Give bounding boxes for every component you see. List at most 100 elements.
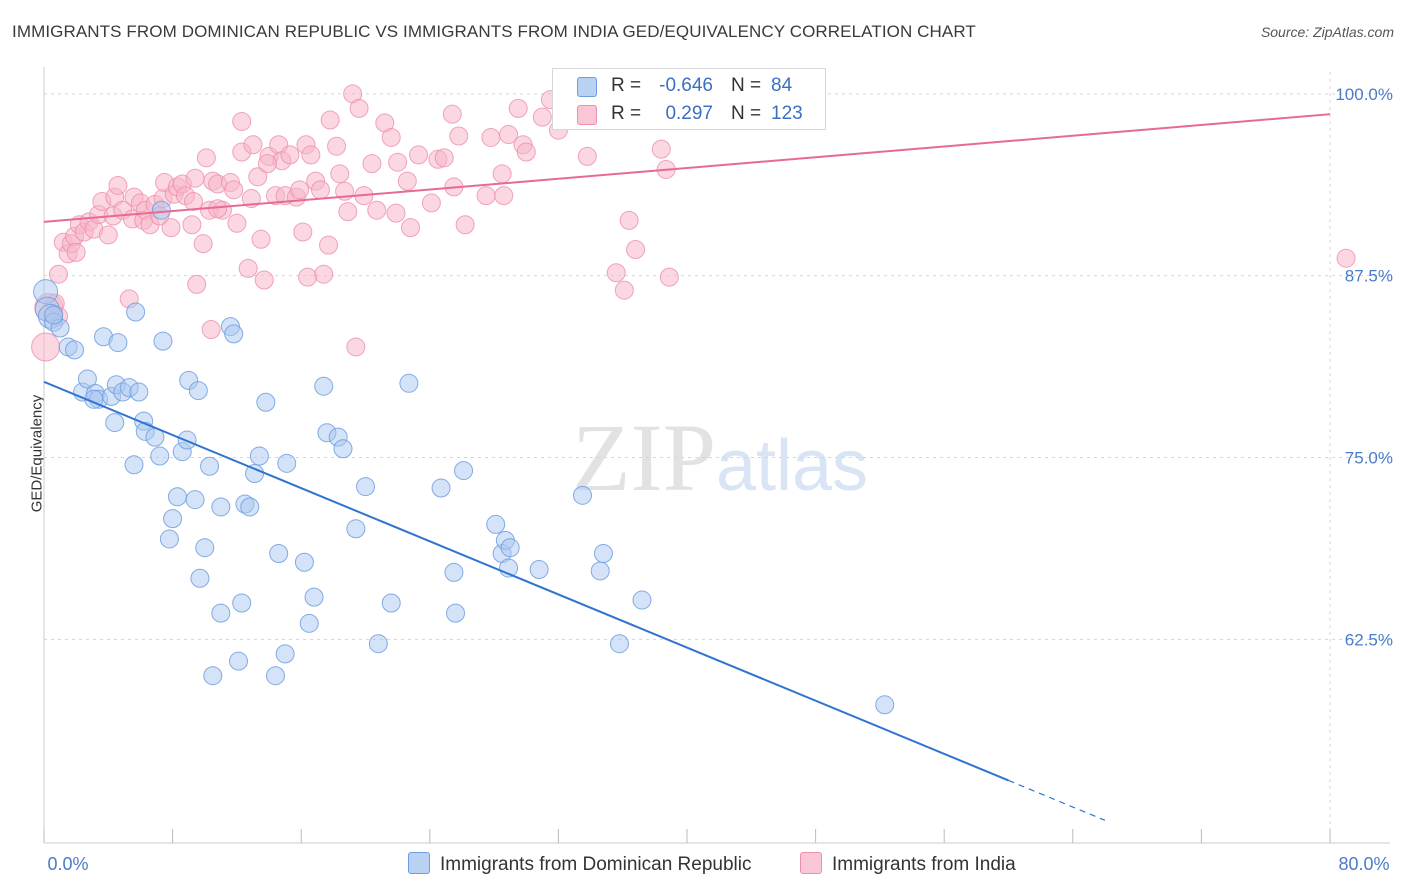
data-point-dominican [129, 382, 149, 402]
x-tick-label: 0.0% [47, 854, 88, 874]
data-point-india [232, 111, 252, 131]
data-point-india [290, 180, 310, 200]
data-point-dominican [875, 695, 895, 715]
data-point-dominican [573, 485, 593, 505]
y-tick-label: 100.0% [1335, 85, 1393, 104]
data-point-india [476, 186, 496, 206]
data-point-india [108, 175, 128, 195]
series-india-points [31, 84, 1356, 362]
axes [43, 67, 1390, 844]
data-point-dominican [269, 544, 289, 564]
data-point-india [66, 242, 86, 262]
data-point-india [386, 203, 406, 223]
data-point-dominican [275, 644, 295, 664]
data-point-dominican [593, 544, 613, 564]
legend-n-value: 84 [771, 75, 793, 96]
data-point-india [298, 267, 318, 287]
y-tick-label: 87.5% [1345, 267, 1393, 286]
data-point-dominican [277, 453, 297, 473]
legend-r-value: -0.646 [659, 75, 713, 96]
tick-labels: 62.5% 75.0% 87.5% 100.0% 0.0% 80.0% [47, 85, 1393, 874]
data-point-dominican [185, 490, 205, 510]
data-point-india [346, 337, 366, 357]
data-point-dominican [333, 439, 353, 459]
legend-row-india: R = 0.297 N = 123 [553, 101, 823, 127]
data-point-dominican [190, 568, 210, 588]
data-point-dominican [299, 613, 319, 633]
data-point-dominican [77, 369, 97, 389]
data-point-india [397, 171, 417, 191]
correlation-legend: R = -0.646 N = 84 R = 0.297 N = 123 [552, 68, 826, 130]
data-point-dominican [265, 666, 285, 686]
data-point-india [183, 191, 203, 211]
data-point-india [381, 127, 401, 147]
legend-n-value: 123 [771, 103, 803, 124]
data-point-dominican [500, 538, 520, 558]
data-point-india [401, 218, 421, 238]
data-point-dominican [105, 413, 125, 433]
data-point-india [310, 180, 330, 200]
data-point-india [659, 267, 679, 287]
x-tick-label: 80.0% [1338, 854, 1389, 874]
data-point-dominican [368, 634, 388, 654]
data-point-dominican [304, 587, 324, 607]
data-point-india [31, 332, 61, 362]
data-point-india [182, 215, 202, 235]
data-point-india [314, 264, 334, 284]
data-point-dominican [314, 376, 334, 396]
data-point-india [193, 234, 213, 254]
data-point-india [227, 213, 247, 233]
data-point-india [201, 319, 221, 339]
data-point-india [301, 145, 321, 165]
y-tick-label: 62.5% [1345, 630, 1393, 649]
data-point-india [251, 229, 271, 249]
legend-n-label: N = [731, 103, 762, 124]
watermark: ZIPatlas [572, 404, 868, 511]
data-point-dominican [454, 461, 474, 481]
legend-row-dominican: R = -0.646 N = 84 [553, 73, 823, 99]
data-point-india [338, 202, 358, 222]
data-point-dominican [203, 666, 223, 686]
data-point-india [421, 193, 441, 213]
data-point-india [254, 270, 274, 290]
data-point-dominican [163, 509, 183, 529]
data-point-dominican [294, 552, 314, 572]
data-point-india [449, 126, 469, 146]
data-point-india [362, 154, 382, 174]
data-point-india [442, 104, 462, 124]
data-point-india [409, 145, 429, 165]
chart-title: IMMIGRANTS FROM DOMINICAN REPUBLIC VS IM… [12, 22, 976, 41]
data-point-india [257, 154, 277, 174]
data-point-dominican [529, 560, 549, 580]
data-point-dominican [256, 392, 276, 412]
data-point-india [516, 142, 536, 162]
data-point-dominican [229, 651, 249, 671]
legend-r-label: R = [611, 103, 642, 124]
data-point-india [508, 98, 528, 118]
legend-item-india: Immigrants from India [800, 852, 1016, 876]
legend-r-label: R = [611, 75, 642, 96]
legend-label-india: Immigrants from India [832, 854, 1016, 875]
data-point-dominican [486, 514, 506, 534]
data-point-india [161, 218, 181, 238]
source-label: Source: ZipAtlas.com [1260, 24, 1394, 40]
data-point-dominican [356, 477, 375, 497]
data-point-india [606, 263, 626, 283]
data-point-india [319, 235, 339, 255]
data-point-dominican [188, 381, 208, 401]
data-point-india [651, 139, 671, 159]
legend-label-dominican: Immigrants from Dominican Republic [440, 854, 752, 875]
data-point-dominican [446, 603, 466, 623]
data-point-dominican [108, 333, 128, 353]
data-point-dominican [195, 538, 215, 558]
data-point-india [48, 264, 68, 284]
data-point-india [185, 168, 205, 188]
data-point-dominican [444, 562, 464, 582]
data-point-dominican [153, 331, 173, 351]
data-point-dominican [65, 340, 85, 360]
legend-r-value: 0.297 [665, 103, 713, 124]
legend-swatch-india [577, 105, 597, 125]
data-point-india [367, 200, 387, 220]
data-point-india [327, 136, 347, 156]
